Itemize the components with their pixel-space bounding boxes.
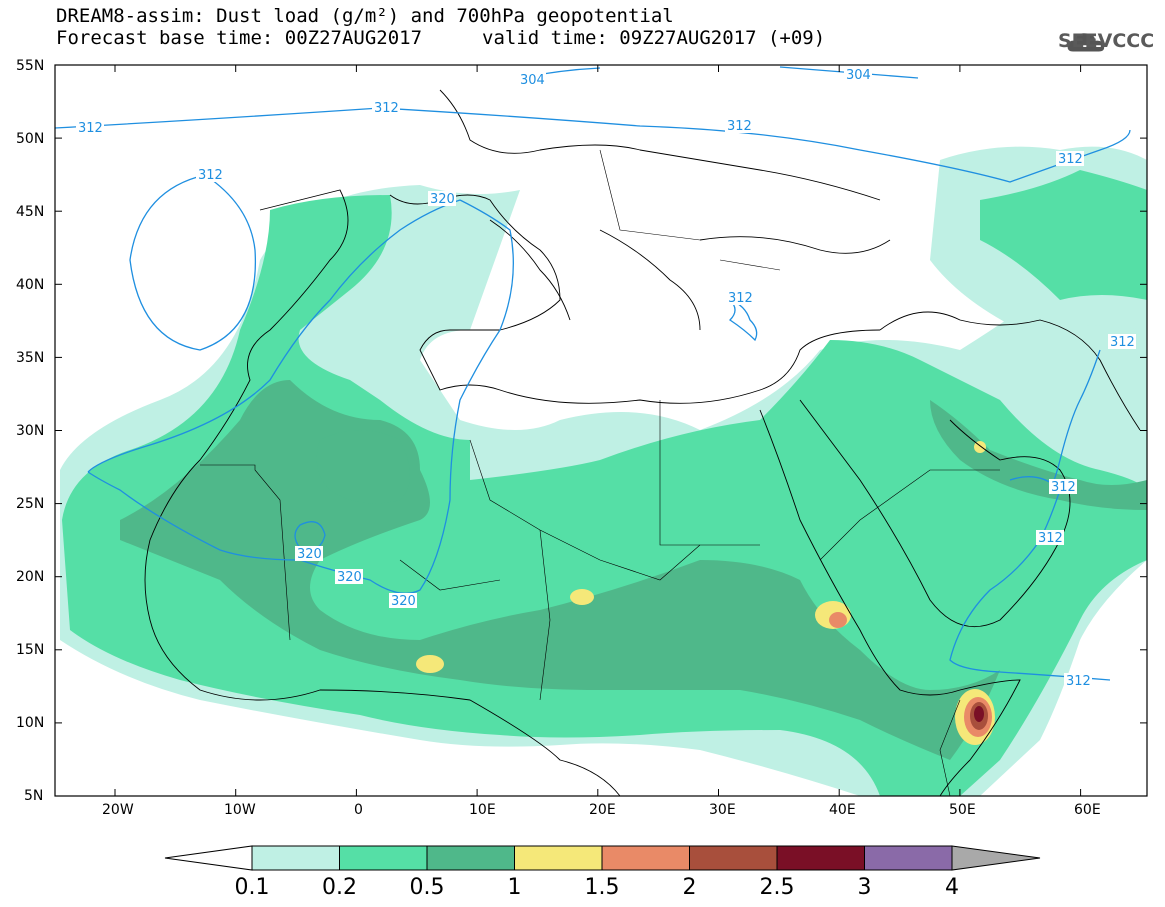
contour-320 — [87, 199, 514, 594]
colorbar-tick-label: 0.5 — [410, 875, 445, 900]
contour-label: 312 — [728, 291, 753, 306]
contour-312-east — [1049, 349, 1101, 491]
colorbar-tick-label: 4 — [945, 875, 959, 900]
contour-312-long — [87, 199, 461, 473]
lon-label: 20E — [589, 802, 616, 818]
contour-label: 320 — [391, 594, 416, 609]
colorbar-swatch — [776, 845, 865, 871]
contour-labels: 312 304 312 312 304 320 312 312 312 320 … — [76, 67, 1136, 689]
lat-label: 5N — [24, 788, 43, 804]
lat-label: 30N — [16, 423, 44, 439]
contour-312-loop-west — [129, 174, 257, 351]
valid-time: valid time: 09Z27AUG2017 (+09) — [482, 27, 826, 49]
contour-312-cyprus — [728, 299, 758, 342]
contour-label: 312 — [1051, 480, 1076, 495]
colorbar-tick-label: 2 — [683, 875, 697, 900]
lat-label: 15N — [16, 642, 44, 658]
lat-label: 25N — [16, 496, 44, 512]
dust-orange-2 — [829, 612, 847, 628]
axis-ticks — [55, 64, 1147, 797]
cloud-logo-icon — [1067, 33, 1105, 52]
lat-label: 55N — [16, 58, 44, 74]
colorbar-over-arrow — [951, 845, 1041, 871]
colorbar-swatch — [689, 845, 778, 871]
colorbar-under-arrow — [164, 845, 253, 871]
lat-label: 45N — [16, 204, 44, 220]
dust-maroon — [974, 706, 984, 722]
contour-label: 320 — [430, 192, 455, 207]
lon-label: 0 — [354, 802, 363, 818]
lon-label: 20W — [102, 802, 134, 818]
dust-medium-east — [980, 170, 1147, 300]
lat-label: 50N — [16, 131, 44, 147]
contour-label: 312 — [1066, 674, 1091, 689]
contour-label: 320 — [297, 547, 322, 562]
latitude-labels: 55N 50N 45N 40N 35N 30N 25N 20N 15N 10N … — [16, 58, 44, 804]
contour-label: 312 — [374, 101, 399, 116]
lon-label: 10E — [469, 802, 496, 818]
dust-yellow-1 — [570, 589, 594, 605]
colorbar-tick-label: 0.1 — [235, 875, 270, 900]
lat-label: 40N — [16, 277, 44, 293]
contour-label: 312 — [1110, 335, 1135, 350]
logo-text: SEEVCCC — [1058, 30, 1155, 52]
colorbar-tick-label: 1 — [508, 875, 522, 900]
colorbar-swatch — [864, 845, 953, 871]
contour-label: 312 — [198, 168, 223, 183]
borders — [200, 149, 1000, 796]
colorbar-tick-label: 0.2 — [322, 875, 357, 900]
contour-label: 312 — [78, 121, 103, 136]
colorbar-tick-label: 1.5 — [585, 875, 620, 900]
colorbar-swatch — [426, 845, 515, 871]
lon-label: 30E — [709, 802, 736, 818]
dust-fields — [60, 146, 1147, 796]
map-title: DREAM8-assim: Dust load (g/m²) and 700hP… — [56, 5, 674, 27]
lon-label: 40E — [829, 802, 856, 818]
longitude-labels: 20W 10W 0 10E 20E 30E 40E 50E 60E — [102, 802, 1101, 818]
dust-yellow-2 — [416, 655, 444, 673]
contour-label: 312 — [727, 119, 752, 134]
colorbar-swatch — [251, 845, 340, 871]
colorbar-tick-label: 2.5 — [760, 875, 795, 900]
lon-label: 60E — [1074, 802, 1101, 818]
contour-label: 304 — [846, 68, 871, 83]
contour-label: 312 — [1058, 152, 1083, 167]
contour-label: 304 — [520, 73, 545, 88]
contour-label: 320 — [337, 570, 362, 585]
dust-dark-gulf — [930, 400, 1147, 510]
colorbar-swatch — [339, 845, 428, 871]
lat-label: 20N — [16, 569, 44, 585]
forecast-base-time: Forecast base time: 00Z27AUG2017 — [56, 27, 423, 49]
lon-label: 50E — [949, 802, 976, 818]
lat-label: 35N — [16, 350, 44, 366]
contour-label: 312 — [1038, 531, 1063, 546]
lat-label: 10N — [16, 715, 44, 731]
coastlines — [144, 89, 1141, 796]
colorbar-swatch — [514, 845, 603, 871]
colorbar: 0.1 0.2 0.5 1 1.5 2 2.5 3 4 — [164, 845, 1041, 900]
colorbar-swatch — [601, 845, 690, 871]
colorbar-tick-label: 3 — [858, 875, 872, 900]
lon-label: 10W — [224, 802, 256, 818]
dust-dark-sahara — [316, 430, 410, 504]
